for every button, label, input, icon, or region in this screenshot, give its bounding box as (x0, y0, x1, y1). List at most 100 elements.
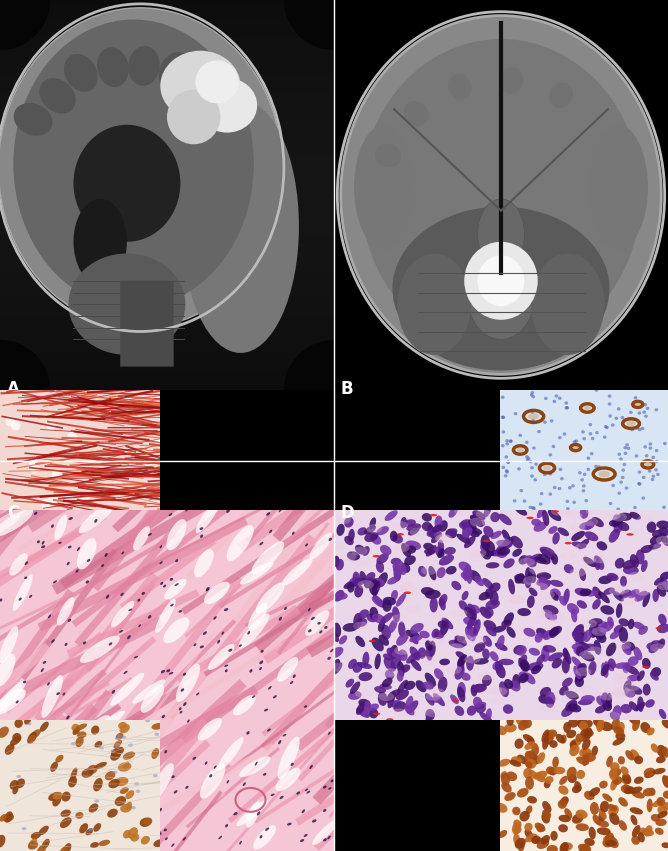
Polygon shape (343, 598, 470, 672)
Ellipse shape (24, 716, 31, 724)
Ellipse shape (128, 608, 132, 611)
Ellipse shape (452, 700, 460, 702)
Ellipse shape (518, 434, 522, 437)
Ellipse shape (484, 607, 494, 617)
Ellipse shape (550, 591, 559, 601)
Ellipse shape (562, 677, 572, 688)
Ellipse shape (496, 549, 508, 558)
Polygon shape (21, 616, 163, 694)
Ellipse shape (323, 809, 327, 812)
Ellipse shape (524, 823, 532, 831)
Ellipse shape (51, 639, 55, 643)
Ellipse shape (534, 632, 543, 643)
Polygon shape (295, 712, 468, 825)
Ellipse shape (444, 547, 456, 555)
Ellipse shape (548, 652, 563, 661)
Ellipse shape (249, 669, 253, 672)
Ellipse shape (369, 708, 378, 718)
Ellipse shape (438, 548, 445, 558)
Ellipse shape (308, 629, 311, 632)
Polygon shape (298, 505, 420, 614)
Ellipse shape (501, 415, 504, 419)
Ellipse shape (561, 705, 574, 717)
Ellipse shape (525, 441, 528, 444)
Ellipse shape (579, 522, 594, 530)
Ellipse shape (5, 744, 15, 755)
Ellipse shape (618, 757, 625, 764)
Ellipse shape (106, 595, 110, 599)
Ellipse shape (629, 701, 639, 711)
Ellipse shape (152, 748, 159, 759)
Ellipse shape (550, 614, 566, 623)
Ellipse shape (327, 836, 331, 839)
Ellipse shape (534, 522, 547, 532)
Ellipse shape (531, 743, 539, 756)
Ellipse shape (283, 734, 287, 736)
Ellipse shape (33, 772, 36, 775)
Ellipse shape (357, 705, 368, 716)
Ellipse shape (53, 792, 62, 800)
Ellipse shape (607, 617, 614, 626)
Polygon shape (261, 644, 362, 751)
Ellipse shape (166, 669, 170, 672)
Ellipse shape (100, 763, 127, 785)
Ellipse shape (287, 823, 292, 825)
Ellipse shape (662, 775, 668, 788)
Ellipse shape (0, 8, 283, 328)
Polygon shape (16, 483, 135, 552)
Polygon shape (59, 495, 186, 589)
Ellipse shape (478, 671, 494, 680)
Ellipse shape (471, 683, 487, 693)
Ellipse shape (575, 667, 591, 677)
Ellipse shape (548, 526, 558, 534)
Ellipse shape (576, 809, 588, 819)
Ellipse shape (610, 762, 620, 771)
Ellipse shape (550, 831, 558, 841)
Ellipse shape (605, 711, 621, 721)
Ellipse shape (468, 520, 476, 530)
Ellipse shape (131, 806, 136, 809)
Ellipse shape (339, 635, 347, 644)
Ellipse shape (94, 823, 101, 831)
Ellipse shape (467, 705, 476, 716)
Ellipse shape (658, 528, 668, 536)
Ellipse shape (646, 407, 649, 410)
Ellipse shape (523, 734, 534, 743)
Ellipse shape (656, 472, 660, 476)
Ellipse shape (158, 832, 162, 835)
Ellipse shape (206, 588, 209, 591)
Ellipse shape (584, 531, 599, 541)
Ellipse shape (204, 582, 230, 604)
Ellipse shape (597, 827, 611, 835)
Ellipse shape (574, 439, 578, 443)
Ellipse shape (370, 579, 379, 588)
Ellipse shape (122, 392, 131, 402)
Ellipse shape (457, 682, 466, 698)
Ellipse shape (644, 414, 648, 418)
Ellipse shape (627, 534, 634, 535)
Ellipse shape (586, 506, 602, 515)
Ellipse shape (545, 697, 554, 708)
Ellipse shape (634, 776, 644, 784)
Ellipse shape (256, 582, 285, 614)
Polygon shape (0, 598, 173, 749)
Ellipse shape (630, 554, 639, 568)
Ellipse shape (305, 789, 308, 791)
Ellipse shape (628, 589, 639, 598)
Ellipse shape (642, 476, 645, 479)
Ellipse shape (649, 643, 659, 654)
Ellipse shape (15, 700, 19, 704)
Ellipse shape (388, 700, 402, 707)
Ellipse shape (546, 729, 557, 738)
Ellipse shape (382, 677, 393, 688)
Ellipse shape (68, 545, 71, 548)
Ellipse shape (530, 753, 540, 764)
Polygon shape (39, 684, 186, 782)
Ellipse shape (93, 778, 103, 791)
Ellipse shape (13, 574, 33, 611)
Ellipse shape (505, 471, 509, 474)
Ellipse shape (470, 605, 480, 614)
Ellipse shape (405, 604, 422, 614)
Ellipse shape (457, 658, 464, 673)
Ellipse shape (615, 677, 631, 686)
